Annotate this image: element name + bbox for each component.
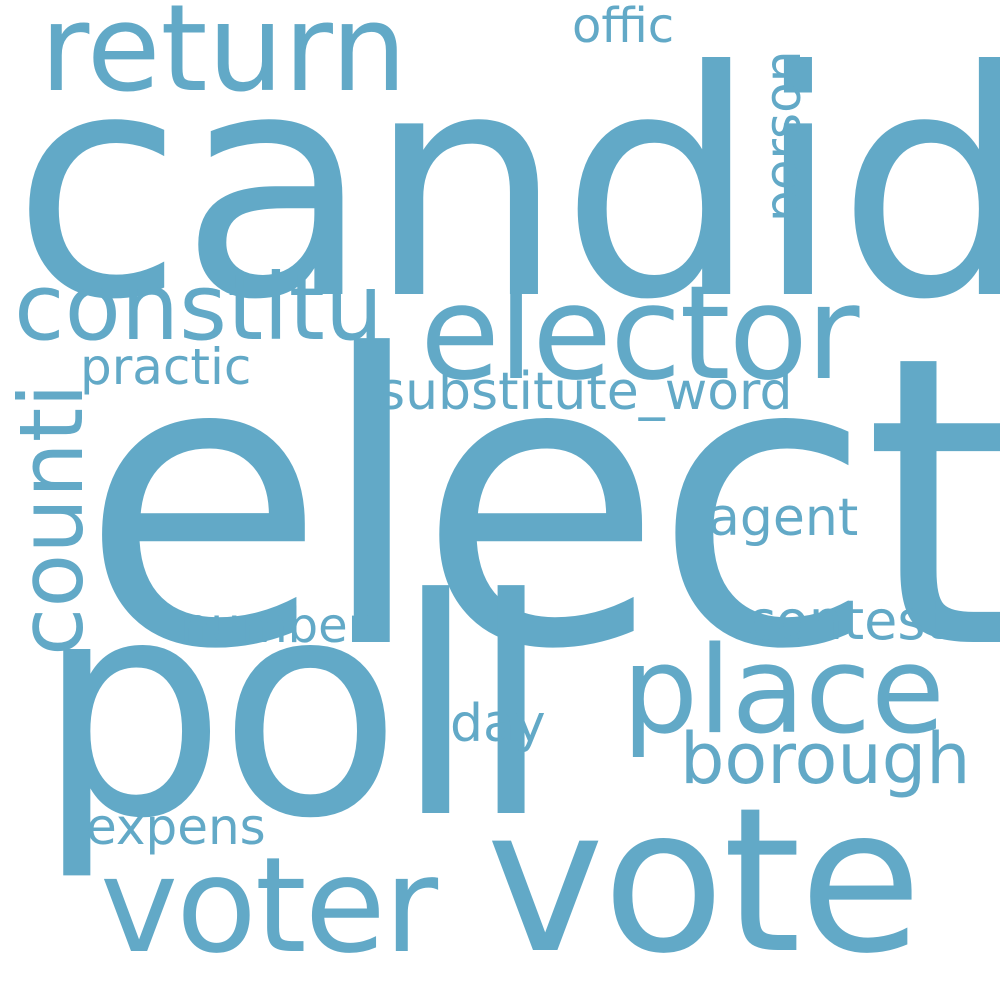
word-voter: voter [100, 829, 438, 983]
word-agent: agent [708, 488, 859, 548]
word-vote: vote [486, 765, 922, 998]
word-counti: counti [0, 383, 103, 656]
word-day: day [450, 694, 546, 754]
word-poll: poll [36, 535, 553, 884]
word-expens: expens [86, 798, 266, 856]
word-contest: contest [746, 589, 947, 652]
word-offic: offic [572, 0, 675, 54]
word-number: number [180, 598, 368, 654]
word-substitute_word: substitute_word [378, 362, 793, 422]
word-place: place [622, 622, 945, 761]
word-borough: borough [680, 718, 971, 800]
word-candid: candid [12, 4, 1000, 368]
word-person: person [754, 50, 812, 222]
word-constitu: constitu [14, 254, 384, 361]
word-practic: practic [80, 338, 252, 396]
word-elect: elect [80, 272, 1000, 737]
word-elector: elector [420, 257, 860, 409]
word-return: return [40, 0, 407, 119]
